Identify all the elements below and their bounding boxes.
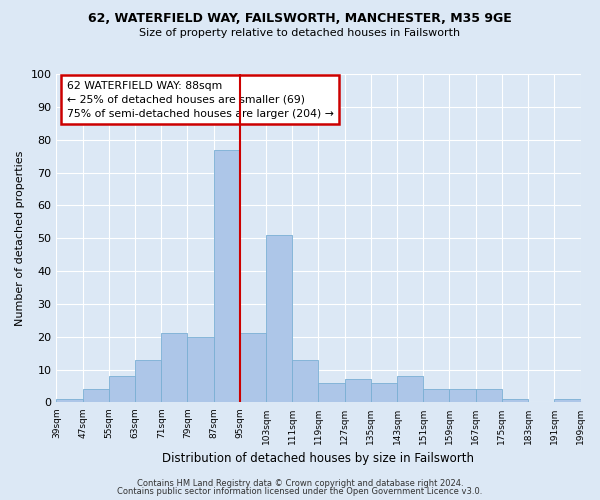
Bar — [109, 376, 135, 402]
Bar — [371, 382, 397, 402]
Bar — [502, 399, 528, 402]
Bar — [135, 360, 161, 403]
Bar — [319, 382, 344, 402]
Bar — [161, 334, 187, 402]
Bar — [423, 390, 449, 402]
Text: Contains HM Land Registry data © Crown copyright and database right 2024.: Contains HM Land Registry data © Crown c… — [137, 478, 463, 488]
Bar — [240, 334, 266, 402]
Text: 62, WATERFIELD WAY, FAILSWORTH, MANCHESTER, M35 9GE: 62, WATERFIELD WAY, FAILSWORTH, MANCHEST… — [88, 12, 512, 26]
Bar — [449, 390, 476, 402]
Text: 62 WATERFIELD WAY: 88sqm
← 25% of detached houses are smaller (69)
75% of semi-d: 62 WATERFIELD WAY: 88sqm ← 25% of detach… — [67, 80, 334, 118]
Y-axis label: Number of detached properties: Number of detached properties — [15, 150, 25, 326]
X-axis label: Distribution of detached houses by size in Failsworth: Distribution of detached houses by size … — [163, 452, 475, 465]
Bar — [344, 380, 371, 402]
Bar — [214, 150, 240, 402]
Bar — [83, 390, 109, 402]
Bar — [476, 390, 502, 402]
Bar — [187, 336, 214, 402]
Bar — [266, 235, 292, 402]
Bar — [56, 399, 83, 402]
Bar — [292, 360, 319, 403]
Bar — [397, 376, 423, 402]
Text: Contains public sector information licensed under the Open Government Licence v3: Contains public sector information licen… — [118, 487, 482, 496]
Bar — [554, 399, 581, 402]
Text: Size of property relative to detached houses in Failsworth: Size of property relative to detached ho… — [139, 28, 461, 38]
